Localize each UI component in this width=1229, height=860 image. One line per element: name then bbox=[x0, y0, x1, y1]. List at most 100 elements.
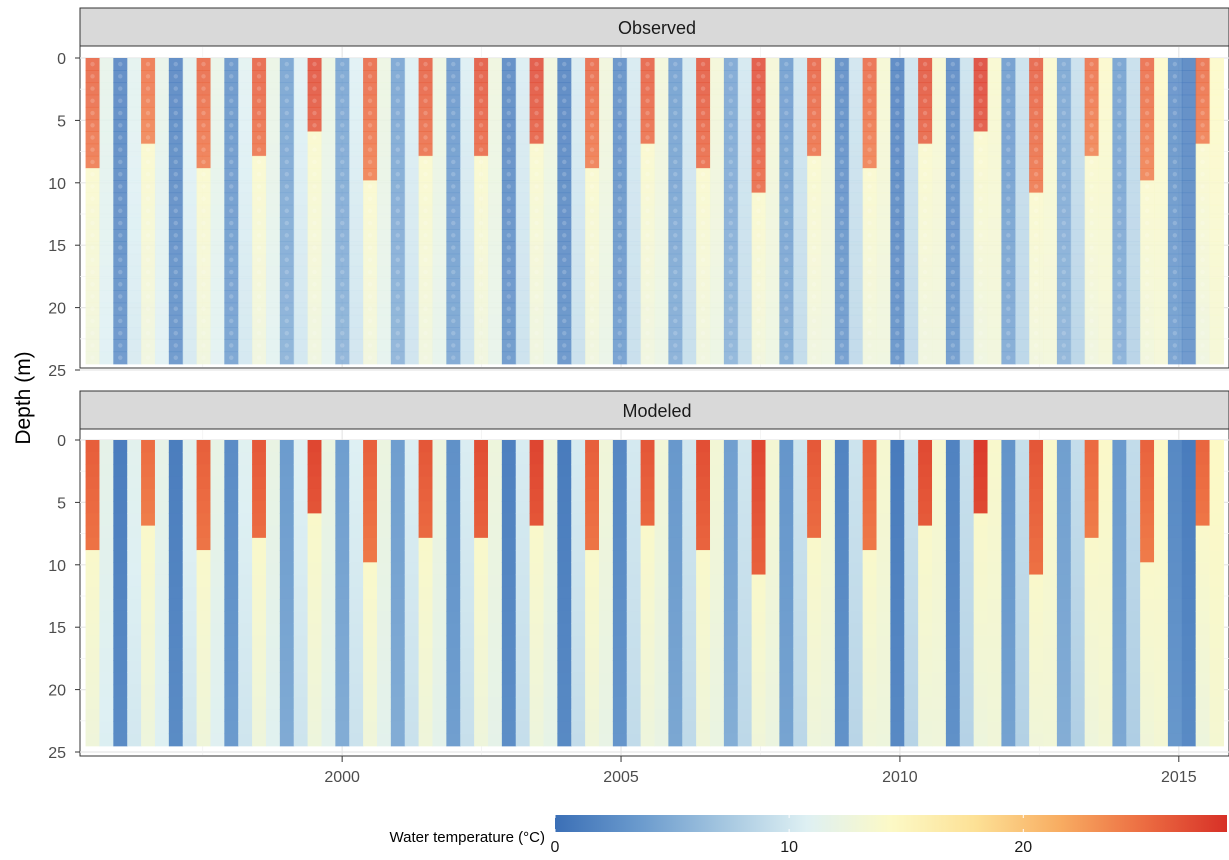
heatmap-cell bbox=[890, 58, 905, 71]
heatmap-cell bbox=[1167, 192, 1183, 206]
sample-point bbox=[756, 110, 761, 116]
heatmap-cell bbox=[432, 598, 447, 612]
heatmap-cell bbox=[1070, 339, 1086, 353]
heatmap-cell bbox=[793, 488, 808, 502]
sample-point bbox=[90, 110, 95, 116]
heatmap-cell bbox=[723, 143, 739, 157]
sample-point bbox=[922, 123, 928, 128]
heatmap-cell bbox=[141, 684, 156, 698]
sample-point bbox=[867, 269, 872, 275]
heatmap-cell bbox=[793, 265, 808, 279]
heatmap-cell bbox=[696, 611, 711, 625]
heatmap-cell bbox=[779, 672, 794, 686]
heatmap-cell bbox=[848, 598, 864, 612]
sample-point bbox=[1172, 233, 1178, 238]
sample-point bbox=[1033, 343, 1039, 348]
heatmap-cell bbox=[321, 351, 336, 365]
heatmap-cell bbox=[1112, 351, 1127, 365]
heatmap-cell bbox=[876, 290, 891, 304]
heatmap-cell bbox=[1001, 94, 1016, 108]
heatmap-cell bbox=[807, 721, 822, 735]
heatmap-cell bbox=[390, 143, 406, 157]
heatmap-cell bbox=[1167, 327, 1183, 340]
heatmap-cell bbox=[238, 119, 253, 132]
heatmap-cell bbox=[945, 660, 961, 673]
heatmap-cell bbox=[363, 155, 378, 169]
heatmap-cell bbox=[848, 70, 864, 84]
heatmap-cell bbox=[557, 611, 572, 625]
heatmap-cell bbox=[363, 452, 378, 466]
heatmap-cell bbox=[279, 452, 295, 466]
sample-point bbox=[839, 343, 845, 348]
heatmap-cell bbox=[127, 192, 142, 206]
heatmap-cell bbox=[1056, 204, 1072, 218]
heatmap-cell bbox=[765, 302, 780, 316]
heatmap-cell bbox=[265, 278, 281, 291]
heatmap-cell bbox=[418, 537, 434, 551]
heatmap-cell bbox=[529, 119, 545, 132]
heatmap-cell bbox=[363, 119, 378, 132]
heatmap-cell bbox=[99, 131, 114, 145]
heatmap-cell bbox=[224, 574, 239, 588]
heatmap-cell bbox=[1140, 229, 1155, 243]
heatmap-cell bbox=[1154, 94, 1169, 108]
heatmap-cell bbox=[154, 168, 170, 181]
heatmap-cell bbox=[1181, 192, 1197, 206]
heatmap-cell bbox=[196, 119, 212, 132]
heatmap-cell bbox=[640, 302, 656, 316]
heatmap-cell bbox=[710, 550, 725, 563]
heatmap-cell bbox=[1056, 537, 1072, 551]
heatmap-cell bbox=[585, 180, 600, 194]
heatmap-cell bbox=[821, 265, 836, 279]
sample-point bbox=[1089, 196, 1094, 201]
heatmap-cell bbox=[571, 476, 586, 490]
heatmap-cell bbox=[834, 598, 850, 612]
heatmap-cell bbox=[515, 513, 531, 527]
sample-point bbox=[811, 74, 817, 79]
heatmap-cell bbox=[682, 58, 697, 71]
heatmap-cell bbox=[1098, 241, 1114, 255]
heatmap-cell bbox=[238, 82, 253, 96]
heatmap-cell bbox=[848, 94, 864, 108]
heatmap-cell bbox=[307, 143, 323, 157]
heatmap-cell bbox=[1056, 351, 1072, 365]
heatmap-cell bbox=[793, 278, 808, 291]
heatmap-cell bbox=[862, 488, 878, 502]
sample-point bbox=[451, 282, 456, 287]
heatmap-cell bbox=[376, 58, 392, 71]
heatmap-cell bbox=[1084, 119, 1100, 132]
heatmap-cell bbox=[1043, 635, 1058, 649]
sample-point bbox=[173, 184, 178, 189]
heatmap-cell bbox=[279, 204, 295, 218]
heatmap-cell bbox=[404, 672, 420, 686]
heatmap-cell bbox=[932, 647, 947, 661]
heatmap-cell bbox=[1056, 94, 1072, 108]
heatmap-cell bbox=[932, 598, 947, 612]
heatmap-cell bbox=[890, 440, 905, 453]
heatmap-cell bbox=[529, 155, 545, 169]
heatmap-cell bbox=[598, 501, 614, 514]
heatmap-cell bbox=[265, 660, 281, 673]
heatmap-cell bbox=[113, 464, 128, 478]
heatmap-cell bbox=[113, 696, 128, 710]
heatmap-cell bbox=[751, 82, 767, 96]
sample-point bbox=[118, 245, 123, 250]
heatmap-cell bbox=[224, 440, 239, 453]
heatmap-cell bbox=[626, 696, 642, 710]
heatmap-cell bbox=[363, 168, 378, 181]
sample-point bbox=[229, 123, 234, 128]
heatmap-cell bbox=[529, 525, 545, 539]
heatmap-cell bbox=[529, 440, 545, 453]
heatmap-cell bbox=[723, 314, 739, 328]
heatmap-cell bbox=[848, 476, 864, 490]
heatmap-cell bbox=[182, 598, 198, 612]
sample-point bbox=[589, 330, 595, 336]
sample-point bbox=[562, 61, 567, 67]
heatmap-cell bbox=[141, 265, 156, 279]
sample-point bbox=[922, 98, 928, 104]
heatmap-cell bbox=[418, 229, 434, 243]
heatmap-cell bbox=[723, 660, 739, 673]
sample-point bbox=[1144, 98, 1150, 104]
heatmap-cell bbox=[682, 339, 697, 353]
sample-point bbox=[811, 86, 817, 91]
